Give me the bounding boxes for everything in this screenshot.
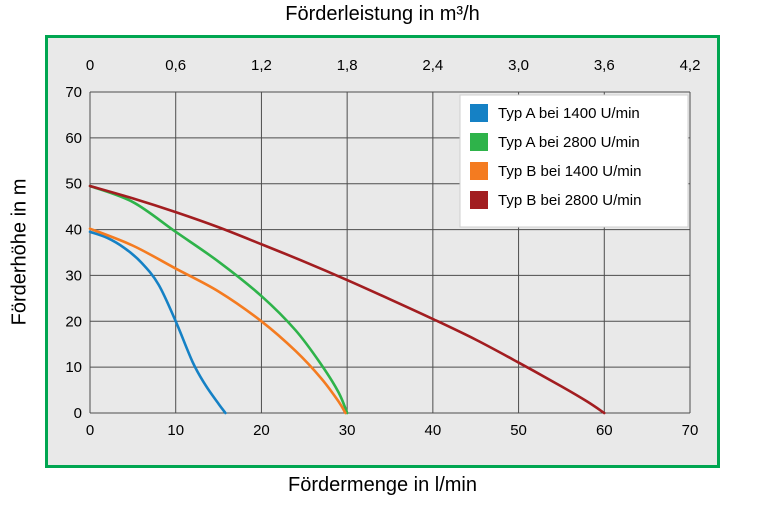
x-axis-top-tick-label: 4,2 <box>680 57 701 74</box>
y-axis-tick-label: 10 <box>65 359 82 376</box>
legend-label: Typ A bei 1400 U/min <box>498 105 640 122</box>
x-axis-bottom-tick-label: 30 <box>339 422 356 439</box>
legend-label: Typ B bei 2800 U/min <box>498 192 641 209</box>
x-axis-bottom-tick-label: 20 <box>253 422 270 439</box>
y-axis-tick-label: 20 <box>65 313 82 330</box>
x-axis-top-tick-label: 3,0 <box>508 57 529 74</box>
x-axis-top-tick-label: 0 <box>86 57 94 74</box>
chart-frame: 0 10 20 30 40 50 60 70 0 0,6 1,2 1,8 2,4 3,0 3,6 4,2 0 10… <box>45 35 720 468</box>
y-axis-tick-label: 70 <box>65 84 82 101</box>
x-axis-top-tick-label: 3,6 <box>594 57 615 74</box>
curve-typ-b-bei-1400-u-min <box>88 227 347 415</box>
x-axis-bottom-tick-label: 50 <box>510 422 527 439</box>
curve-typ-a-bei-1400-u-min <box>88 230 227 415</box>
legend-box <box>459 94 689 228</box>
y-axis-tick-label: 30 <box>65 267 82 284</box>
x-axis-top-tick-label: 0,6 <box>165 57 186 74</box>
x-axis-bottom-tick-label: 10 <box>167 422 184 439</box>
x-axis-title: Fördermenge in l/min <box>288 474 477 496</box>
x-axis-top-tick-label: 1,8 <box>337 57 358 74</box>
legend-label: Typ B bei 1400 U/min <box>498 163 641 180</box>
y-axis-tick-label: 0 <box>74 405 82 422</box>
curve-typ-b-bei-2800-u-min <box>88 184 606 415</box>
legend-swatch <box>470 104 488 122</box>
chart-svg: 0 10 20 30 40 50 60 700 0,6 1,2 1,8 2,4 3,0 3,6 4,2010… <box>65 57 701 439</box>
x-axis-bottom-tick-label: 60 <box>596 422 613 439</box>
x-axis-top-tick-label: 2,4 <box>422 57 443 74</box>
x-axis-bottom-tick-label: 40 <box>425 422 442 439</box>
legend-label: Typ A bei 2800 U/min <box>498 134 640 151</box>
curve-typ-a-bei-2800-u-min <box>88 184 349 415</box>
legend-swatch <box>470 133 488 151</box>
y-axis-tick-label: 60 <box>65 130 82 147</box>
y-axis-title: Förderhöhe in m <box>8 178 31 326</box>
y-axis-tick-label: 50 <box>65 176 82 193</box>
x-axis-bottom-tick-label: 70 <box>682 422 699 439</box>
chart-title-top: Förderleistung in m³/h <box>285 3 480 25</box>
legend-swatch <box>470 191 488 209</box>
legend-swatch <box>470 162 488 180</box>
y-axis-tick-label: 40 <box>65 222 82 239</box>
x-axis-top-tick-label: 1,2 <box>251 57 272 74</box>
x-axis-bottom-tick-label: 0 <box>86 422 94 439</box>
